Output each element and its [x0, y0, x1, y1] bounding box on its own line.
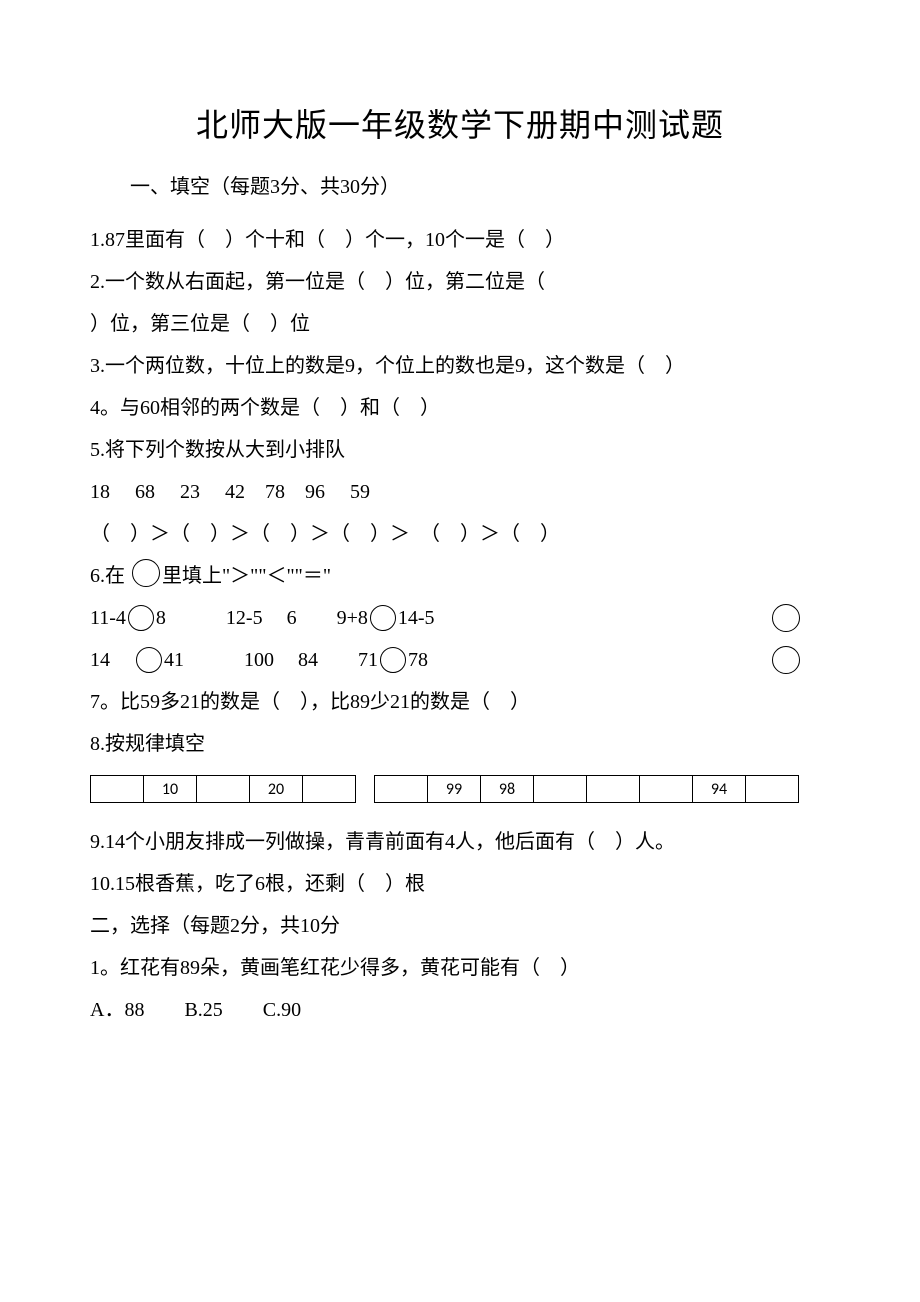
question-9: 9.14个小朋友排成一列做操，青青前面有4人，他后面有（ ）人。	[90, 821, 830, 863]
cmp-2-left: 12-5	[226, 597, 263, 639]
seq-cell: 10	[144, 776, 197, 803]
circle-icon	[772, 604, 800, 632]
circle-icon	[772, 646, 800, 674]
circle-icon	[128, 605, 154, 631]
question-3: 3.一个两位数，十位上的数是9，个位上的数也是9，这个数是（ ）	[90, 345, 830, 387]
seq-cell	[534, 776, 587, 803]
cmp-3-right: 14-5	[398, 597, 435, 639]
question-8: 8.按规律填空	[90, 723, 830, 765]
seq-cell	[91, 776, 144, 803]
cmp-5: 100 84	[244, 639, 318, 681]
sequence-table-2: 9998 94	[374, 775, 799, 803]
seq-cell	[303, 776, 356, 803]
question-2-line2: ）位，第三位是（ ）位	[90, 303, 830, 345]
question-5-intro: 5.将下列个数按从大到小排队	[90, 429, 830, 471]
circle-icon	[380, 647, 406, 673]
seq-cell: 99	[428, 776, 481, 803]
cmp-5-left: 100	[244, 639, 274, 681]
cmp-1-right: 8	[156, 597, 166, 639]
question-4: 4。与60相邻的两个数是（ ）和（ ）	[90, 387, 830, 429]
question-5-numbers: 18 68 23 42 78 96 59	[90, 471, 830, 513]
section-2-heading: 二，选择（每题2分，共10分	[90, 905, 830, 947]
circle-icon	[370, 605, 396, 631]
question-5-blanks: （ ）＞（ ）＞（ ）＞（ ）＞ （ ）＞（ ）	[90, 513, 830, 555]
question-6-row1: 11-4 8 12-5 6 9+8 14-5	[90, 597, 830, 639]
cmp-4-right: 41	[164, 639, 184, 681]
question-1: 1.87里面有（ ）个十和（ ）个一，10个一是（ ）	[90, 219, 830, 261]
cmp-4-left: 14	[90, 639, 110, 681]
seq-cell: 20	[250, 776, 303, 803]
cmp-4: 14 41	[90, 639, 184, 681]
cmp-1-left: 11-4	[90, 597, 126, 639]
cmp-3-left: 9+8	[337, 597, 368, 639]
q6-post: 里填上"＞""＜""＝"	[162, 565, 331, 587]
question-2-line1: 2.一个数从右面起，第一位是（ ）位，第二位是（	[90, 261, 830, 303]
cmp-2: 12-5 6	[226, 597, 297, 639]
page: 北师大版一年级数学下册期中测试题 一、填空（每题3分、共30分） 1.87里面有…	[0, 0, 920, 1091]
s2-question-1-options: A．88 B.25 C.90	[90, 989, 830, 1031]
cmp-3: 9+8 14-5	[337, 597, 435, 639]
page-title: 北师大版一年级数学下册期中测试题	[90, 100, 830, 146]
seq-cell	[587, 776, 640, 803]
seq-cell: 94	[693, 776, 746, 803]
q6-pre: 6.在	[90, 565, 130, 587]
question-6-row2: 14 41 100 84 71 78	[90, 639, 830, 681]
circle-icon	[132, 559, 160, 587]
seq-cell	[746, 776, 799, 803]
cmp-6: 71 78	[358, 639, 428, 681]
cmp-6-left: 71	[358, 639, 378, 681]
section-1-heading: 一、填空（每题3分、共30分）	[90, 170, 830, 199]
circle-icon	[136, 647, 162, 673]
seq-cell	[640, 776, 693, 803]
question-7: 7。比59多21的数是（ ），比89少21的数是（ ）	[90, 681, 830, 723]
seq-cell	[375, 776, 428, 803]
cmp-1: 11-4 8	[90, 597, 166, 639]
seq-cell: 98	[481, 776, 534, 803]
question-10: 10.15根香蕉，吃了6根，还剩（ ）根	[90, 863, 830, 905]
cmp-6-right: 78	[408, 639, 428, 681]
question-6-intro: 6.在 里填上"＞""＜""＝"	[90, 555, 830, 597]
cmp-5-right: 84	[298, 639, 318, 681]
cmp-2-right: 6	[287, 597, 297, 639]
s2-question-1: 1。红花有89朵，黄画笔红花少得多，黄花可能有（ ）	[90, 947, 830, 989]
sequence-table-1: 10 20	[90, 775, 356, 803]
sequence-tables: 10 20 9998 94	[90, 775, 830, 803]
seq-cell	[197, 776, 250, 803]
